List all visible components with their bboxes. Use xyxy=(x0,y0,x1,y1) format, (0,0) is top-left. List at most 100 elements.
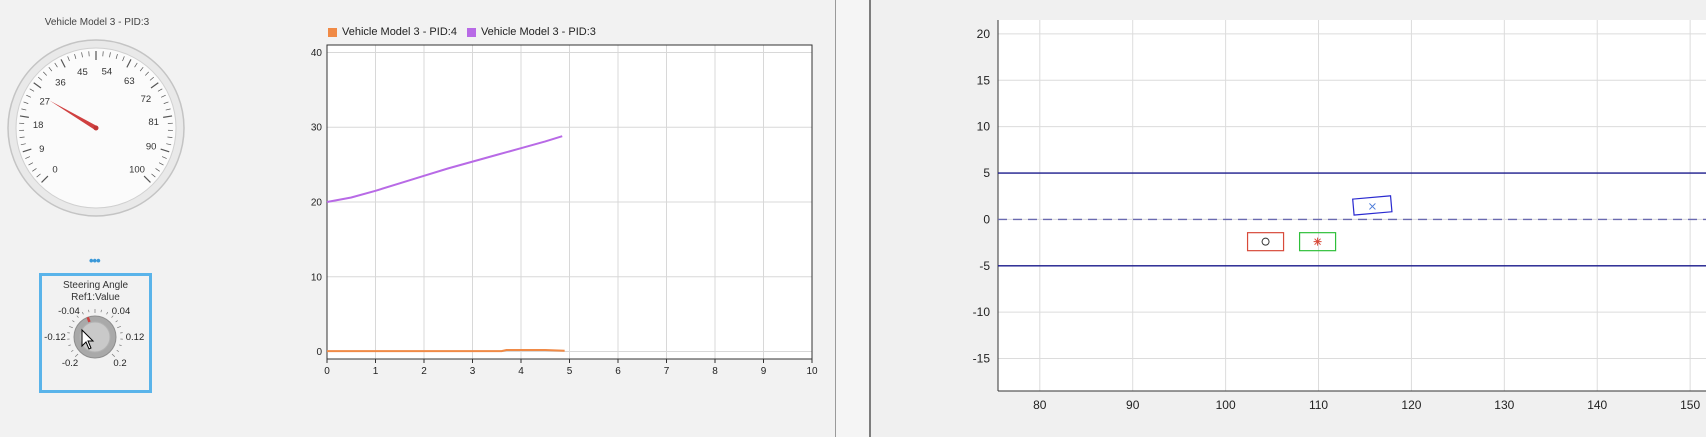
more-options-icon[interactable]: ••• xyxy=(89,253,101,268)
gauge-tick-label: 90 xyxy=(146,141,157,152)
gauge-tick xyxy=(67,56,70,62)
y-tick-label: -15 xyxy=(973,352,991,366)
x-tick-label: 7 xyxy=(664,366,670,377)
gauge-tick xyxy=(160,94,166,98)
legend-swatch-pid3 xyxy=(466,27,476,37)
knob-tick xyxy=(119,344,122,346)
x-tick-label: 8 xyxy=(712,366,718,377)
y-tick-label: -5 xyxy=(979,259,990,273)
gauge-tick xyxy=(167,136,173,138)
ego-vehicle-box xyxy=(1352,195,1393,216)
gauge-tick xyxy=(33,82,42,89)
gauge-needle xyxy=(49,100,98,130)
knob-tick xyxy=(76,315,79,318)
gauge-tick xyxy=(29,88,35,92)
gauge-tick xyxy=(149,76,154,81)
gauge-tick xyxy=(74,53,77,59)
y-tick-label: 0 xyxy=(316,347,322,358)
x-tick-label: 6 xyxy=(615,366,621,377)
gauge-tick xyxy=(166,143,172,146)
gauge-tick-label: 72 xyxy=(141,94,152,105)
gauge-tick xyxy=(109,52,111,58)
panel-divider[interactable] xyxy=(835,0,871,437)
gauge-tick xyxy=(161,156,167,159)
gauge-tick-label: 81 xyxy=(148,117,159,128)
knob-label: -0.04 xyxy=(58,306,80,317)
y-tick-label: 40 xyxy=(311,48,323,59)
x-tick-label: 9 xyxy=(761,366,767,377)
x-tick-label: 1 xyxy=(373,366,379,377)
dashboard-panel: Vehicle Model 3 - PID:3 0 9 18 27 36 45 54 63 72… xyxy=(0,0,835,437)
legend-label-pid3: Vehicle Model 3 - PID:3 xyxy=(480,26,596,38)
knob-title: Steering Angle xyxy=(62,280,129,291)
gauge-tick xyxy=(23,101,29,104)
x-tick-label: 140 xyxy=(1587,398,1607,412)
time-plot-legend: Vehicle Model 3 - PID:4 Vehicle Model 3 … xyxy=(328,26,596,38)
gauge-tick xyxy=(32,168,37,172)
legend-item-pid4: Vehicle Model 3 - PID:4 xyxy=(328,26,457,38)
x-tick-label: 120 xyxy=(1401,398,1421,412)
gauge-tick-label: 0 xyxy=(52,165,57,176)
knob-subtitle: Ref1:Value xyxy=(71,292,120,303)
x-tick-label: 10 xyxy=(806,366,818,377)
knob-dial[interactable]: -0.2 -0.12 -0.04 0.04 0.12 0.2 xyxy=(42,302,149,390)
knob-indicator xyxy=(86,316,91,323)
knob-tick xyxy=(100,309,102,313)
knob-tick xyxy=(88,309,90,313)
gauge-tick xyxy=(19,115,29,118)
birds-eye-panel: 80 90 100 110 120 130 140 150 20 15 10 5 0 -5 -10 -15 xyxy=(871,0,1706,437)
gauge-tick xyxy=(41,175,49,183)
y-tick-label: -10 xyxy=(973,305,991,319)
knob-label: -0.2 xyxy=(62,358,78,369)
steering-angle-knob-widget[interactable]: Steering Angle Ref1:Value -0.2 -0.12 -0.04… xyxy=(39,273,152,393)
gauge-tick-label: 36 xyxy=(55,78,66,89)
series-line-vehicle-model-3-pid-4 xyxy=(327,349,565,353)
gauge-tick xyxy=(115,53,118,59)
gauge-tick xyxy=(139,66,144,72)
gauge-tick xyxy=(165,108,171,111)
legend-label-pid4: Vehicle Model 3 - PID:4 xyxy=(342,26,457,38)
gauge-tick xyxy=(54,62,58,68)
x-tick-label: 130 xyxy=(1494,398,1514,412)
plot-area xyxy=(998,20,1706,391)
legend-swatch-pid4 xyxy=(328,27,337,37)
knob-tick xyxy=(72,320,75,323)
birds-eye-plot[interactable]: 80 90 100 110 120 130 140 150 20 15 10 5 0 -5 -10 -15 xyxy=(871,0,1706,437)
gauge-tick xyxy=(145,71,149,76)
gauge-tick xyxy=(38,76,43,81)
gauge-tick xyxy=(36,173,41,178)
x-tick-label: 110 xyxy=(1309,398,1328,412)
x-tick-label: 100 xyxy=(1216,398,1236,412)
speed-gauge: 09 18 27 36 45 54 63 72 81 90 100 xyxy=(7,39,185,217)
gauge-title: Vehicle Model 3 - PID:3 xyxy=(44,17,150,28)
knob-label: -0.12 xyxy=(44,332,66,343)
gauge-tick xyxy=(157,88,163,92)
gauge-tick xyxy=(20,143,26,146)
y-tick-label: 10 xyxy=(311,272,323,283)
x-tick-label: 0 xyxy=(324,366,330,377)
knob-tick xyxy=(68,325,73,329)
x-tick-label: 3 xyxy=(470,366,476,377)
time-plot[interactable]: 0 1 2 3 4 5 6 7 8 9 10 0 10 20 30 40 xyxy=(300,40,830,400)
series-line-vehicle-model-3-pid-3 xyxy=(326,135,563,203)
gauge-tick xyxy=(126,59,132,68)
x-tick-label: 150 xyxy=(1680,398,1700,412)
gauge-tick xyxy=(158,162,164,166)
x-tick-label: 80 xyxy=(1033,398,1047,412)
x-tick-label: 5 xyxy=(567,366,573,377)
gauge-tick xyxy=(163,115,173,118)
knob-tick xyxy=(106,311,109,315)
gauge-tick xyxy=(28,162,34,166)
legend-item-pid3: Vehicle Model 3 - PID:3 xyxy=(466,26,596,38)
y-tick-label: 5 xyxy=(983,166,990,180)
vehicle-box xyxy=(1298,232,1337,252)
gauge-tick-label: 45 xyxy=(77,67,88,78)
knob-label: 0.04 xyxy=(112,306,131,317)
knob-label: 0.2 xyxy=(113,358,126,369)
gauge-tick xyxy=(81,52,83,58)
knob-tick xyxy=(68,344,71,346)
knob-tick xyxy=(117,325,122,329)
y-tick-label: 10 xyxy=(977,120,991,134)
gauge-tick xyxy=(143,175,151,183)
knob-tick xyxy=(115,320,118,323)
